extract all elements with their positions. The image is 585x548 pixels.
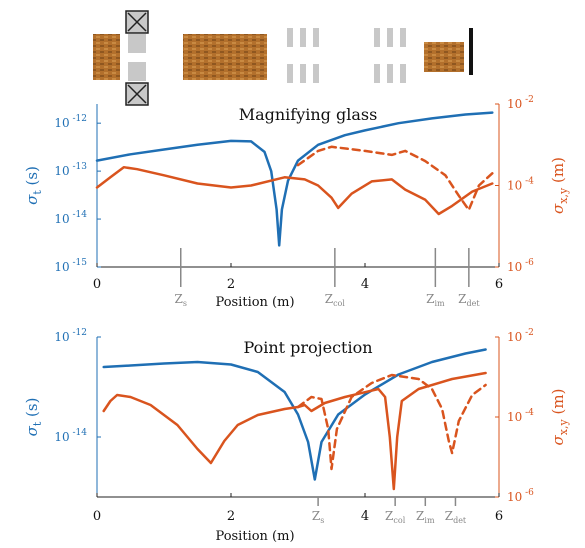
position-marker-label: Zim xyxy=(416,509,435,525)
right-tick-label: 10 -2 xyxy=(507,328,534,344)
aperture-element xyxy=(128,34,146,53)
position-marker-label: Zim xyxy=(426,292,445,308)
lens-element xyxy=(93,34,120,80)
right-tick-label: 10 -6 xyxy=(507,488,534,504)
aperture-group xyxy=(374,28,406,83)
right-tick-label: 10 -4 xyxy=(507,177,534,193)
right-axis-label: σx,y (m) xyxy=(549,389,570,446)
left-tick-label: 10 -14 xyxy=(54,210,87,226)
detector-screen xyxy=(469,28,473,75)
aperture-group xyxy=(287,28,319,83)
left-axis-label: σt (s) xyxy=(23,398,44,437)
left-tick-label: 10 -13 xyxy=(54,162,87,178)
spatial-spread-solid-line xyxy=(102,371,487,491)
x-tick-label: 4 xyxy=(361,277,369,292)
chart-title: Point projection xyxy=(243,338,372,357)
right-tick-label: 10 -2 xyxy=(507,95,534,111)
position-marker-label: Zdet xyxy=(445,509,467,525)
right-axis-label: σx,y (m) xyxy=(549,157,570,214)
x-tick-label: 6 xyxy=(495,277,503,292)
left-tick-label: 10 -15 xyxy=(54,258,87,274)
time-spread-solid-line xyxy=(102,348,487,481)
x-tick-label: 4 xyxy=(361,509,369,524)
magnifying-glass-chart: Magnifying glass 10 -12 10 -13 10 -14 10 -15… xyxy=(23,95,570,310)
blocked-detector-icon xyxy=(125,82,149,106)
x-tick-label: 2 xyxy=(227,277,235,292)
left-tick-label: 10 -12 xyxy=(54,114,87,130)
point-projection-chart: Point projection 10 -12 10 -14 10 -2 10 -4 10… xyxy=(23,328,570,544)
left-axis-label: σt (s) xyxy=(23,166,44,205)
x-axis-label: Position (m) xyxy=(215,529,294,544)
position-marker-label: Zdet xyxy=(458,292,480,308)
left-tick-label: 10 -14 xyxy=(54,428,87,444)
spatial-spread-dashed-line xyxy=(296,145,494,212)
position-marker-label: Zcol xyxy=(325,292,346,308)
aperture-element xyxy=(128,62,146,81)
x-tick-label: 6 xyxy=(495,509,503,524)
spatial-spread-dashed-line xyxy=(296,373,487,471)
position-marker-label: Zcol xyxy=(385,509,406,525)
left-tick-label: 10 -12 xyxy=(54,328,87,344)
lens-element xyxy=(183,34,267,80)
time-spread-solid-line xyxy=(95,111,494,247)
chart-title: Magnifying glass xyxy=(239,105,378,124)
lens-element xyxy=(424,42,464,72)
position-marker-label: Zs xyxy=(312,509,324,525)
beamline-schematic xyxy=(93,10,473,106)
right-tick-label: 10 -4 xyxy=(507,408,534,424)
x-tick-label: 0 xyxy=(93,509,101,524)
blocked-detector-icon xyxy=(125,10,149,34)
right-tick-label: 10 -6 xyxy=(507,258,534,274)
x-axis-label: Position (m) xyxy=(215,295,294,310)
x-tick-label: 0 xyxy=(93,277,101,292)
position-marker-label: Zs xyxy=(175,292,187,308)
x-tick-label: 2 xyxy=(227,509,235,524)
spatial-spread-solid-line xyxy=(95,165,494,216)
